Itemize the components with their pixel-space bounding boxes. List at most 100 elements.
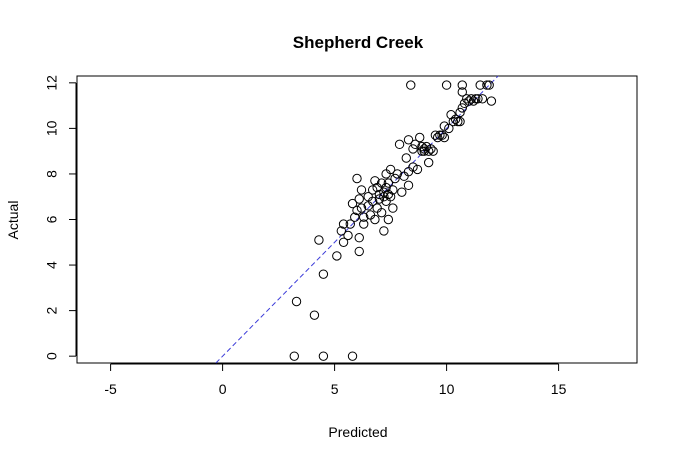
data-point	[394, 139, 405, 150]
data-point	[359, 212, 369, 222]
data-point	[419, 144, 429, 154]
data-point	[338, 219, 349, 229]
y-tick-label: 0	[44, 352, 60, 360]
data-point	[356, 185, 367, 195]
y-tick-label: 12	[44, 75, 60, 91]
data-point	[482, 80, 492, 90]
data-point	[475, 80, 485, 90]
data-point	[388, 203, 398, 213]
data-point	[379, 226, 389, 236]
data-point	[439, 132, 450, 143]
data-point	[457, 87, 467, 97]
data-point	[455, 116, 465, 127]
data-point	[352, 205, 362, 216]
data-point	[423, 157, 434, 168]
data-point	[379, 192, 389, 202]
data-point	[466, 94, 476, 104]
data-point	[352, 173, 362, 184]
x-tick-label: 0	[219, 381, 227, 397]
data-point	[457, 103, 467, 113]
data-point	[289, 351, 299, 361]
data-point	[421, 141, 432, 152]
data-point	[459, 98, 470, 109]
data-point	[410, 139, 420, 150]
data-point	[345, 219, 355, 229]
data-point	[381, 169, 391, 179]
plot-frame	[76, 75, 638, 364]
data-point	[401, 153, 411, 163]
chart-title: Shepherd Creek	[293, 33, 424, 52]
data-point	[428, 146, 438, 156]
data-point	[350, 212, 360, 222]
data-point	[403, 135, 414, 145]
y-tick-label: 4	[44, 261, 60, 269]
data-point	[367, 196, 378, 206]
x-tick-label: 5	[331, 381, 339, 397]
data-point	[484, 80, 494, 90]
data-point	[403, 166, 414, 177]
data-point	[354, 246, 364, 257]
data-point	[471, 94, 481, 104]
data-point	[450, 114, 461, 124]
data-point	[412, 164, 423, 175]
data-point	[347, 351, 358, 361]
data-point	[441, 80, 452, 90]
data-points	[289, 80, 497, 361]
data-point	[455, 107, 465, 118]
data-point	[372, 203, 382, 213]
y-tick-label: 6	[44, 215, 60, 223]
data-point	[374, 189, 385, 200]
data-point	[347, 198, 358, 209]
data-point	[417, 141, 427, 152]
y-tick-label: 10	[44, 120, 60, 136]
x-tick-label: 15	[551, 381, 567, 397]
data-point	[354, 233, 364, 243]
data-point	[392, 169, 403, 179]
data-point	[408, 144, 418, 154]
data-point	[356, 203, 367, 213]
data-point	[477, 94, 488, 104]
data-point	[406, 80, 416, 90]
data-point	[486, 96, 497, 106]
data-point	[370, 214, 380, 225]
data-point	[376, 207, 387, 218]
data-point	[291, 296, 302, 307]
data-point	[332, 251, 342, 261]
data-point	[385, 164, 396, 175]
y-axis-label: Actual	[5, 201, 21, 240]
data-point	[462, 94, 472, 104]
data-point	[390, 173, 400, 184]
data-point	[444, 123, 454, 134]
data-point	[403, 180, 414, 191]
data-point	[419, 146, 429, 156]
data-point	[453, 116, 463, 127]
data-point	[464, 96, 474, 106]
data-point	[383, 214, 394, 225]
data-point	[383, 178, 394, 188]
data-point	[359, 219, 369, 229]
data-point	[408, 162, 418, 172]
data-point	[448, 116, 459, 127]
y-tick-label: 8	[44, 170, 60, 178]
data-point	[426, 144, 436, 154]
data-point	[430, 130, 441, 140]
data-point	[318, 351, 329, 361]
data-point	[343, 230, 353, 241]
x-tick-label: -5	[104, 381, 117, 397]
x-axis-label: Predicted	[328, 424, 387, 440]
data-point	[379, 187, 389, 197]
x-axis: -5 0 5 10 15	[104, 363, 567, 397]
data-point	[385, 192, 396, 202]
data-point	[457, 80, 467, 90]
data-point	[354, 194, 364, 204]
data-point	[318, 269, 329, 279]
data-point	[370, 176, 380, 186]
data-point	[439, 121, 450, 131]
data-point	[314, 235, 324, 245]
data-point	[473, 94, 483, 104]
data-point	[423, 146, 434, 156]
y-tick-label: 2	[44, 307, 60, 315]
reference-line	[215, 75, 499, 364]
data-point	[435, 130, 445, 140]
